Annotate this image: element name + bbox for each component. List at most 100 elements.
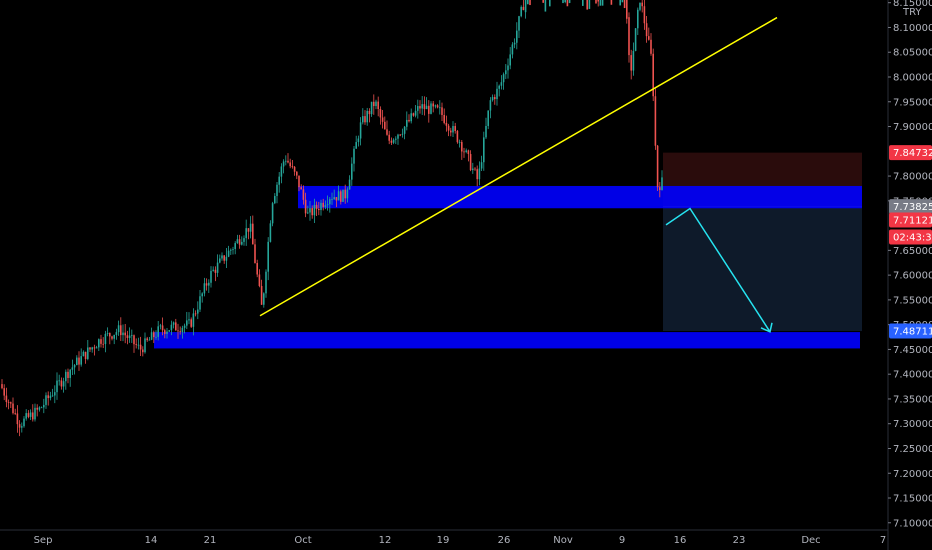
candle-body [461, 142, 463, 152]
candle-body [7, 401, 10, 403]
candle-body [505, 70, 507, 75]
zone-rectangles[interactable] [154, 185, 862, 349]
candle-body [62, 381, 65, 387]
candle-body [80, 356, 82, 365]
candle-body [388, 134, 390, 141]
time-axis[interactable]: Sep 14 21 Oct 12 19 26 Nov 9 16 23 Dec 7 [0, 529, 888, 546]
candle-body [58, 380, 60, 382]
resistance-zone[interactable] [298, 185, 862, 209]
candle-body [465, 150, 467, 152]
price-tick-label: 7.20000 [893, 469, 932, 480]
candle-body [478, 168, 481, 180]
candle-body [648, 36, 650, 40]
candle-body [634, 28, 637, 51]
price-tick-label: 7.95000 [893, 97, 932, 108]
candle-body [256, 263, 258, 275]
candle-body [282, 161, 285, 167]
candle-body [95, 347, 98, 349]
candle-body [51, 395, 54, 397]
candle-body [252, 223, 254, 245]
candle-body [362, 116, 364, 123]
candle-body [23, 418, 25, 427]
candle-body [377, 101, 379, 109]
candle-body [201, 293, 203, 297]
price-tag-bg [889, 212, 932, 228]
candle-body [450, 130, 452, 133]
candle-body [643, 6, 646, 24]
candle-body [324, 205, 327, 208]
candle-body [474, 168, 476, 170]
candle-body [78, 357, 80, 365]
candle-body [82, 351, 85, 357]
candle-body [135, 344, 137, 346]
candle-body [342, 189, 344, 202]
candle-body [386, 129, 388, 135]
candle-body [219, 258, 221, 263]
candle-body [254, 244, 256, 264]
candle-body [243, 238, 245, 242]
candle-body [225, 256, 228, 261]
trendline-line[interactable] [259, 16, 778, 317]
candle-body [522, 6, 525, 11]
candle-body [381, 117, 384, 122]
candle-body [445, 122, 448, 126]
candle-body [1, 384, 3, 389]
candle-body [263, 293, 265, 305]
candle-body [18, 424, 21, 428]
candle-body [452, 126, 454, 133]
candle-body [113, 334, 115, 339]
trendline[interactable] [259, 16, 778, 317]
time-tick-label: 23 [733, 535, 746, 546]
candle-body [106, 333, 109, 334]
candle-body [161, 325, 164, 331]
time-tick-label: Oct [294, 535, 311, 546]
candle-body [436, 105, 439, 108]
take-profit-box[interactable] [663, 206, 862, 332]
candle-body [588, 0, 591, 9]
candle-body [335, 197, 338, 201]
projection-arrow[interactable] [665, 207, 773, 333]
projection-path[interactable] [665, 207, 771, 333]
candle-body [245, 228, 247, 239]
candle-body [322, 202, 324, 208]
candle-body [542, 0, 544, 3]
candle-body [397, 134, 399, 139]
position-tool[interactable] [663, 152, 862, 332]
candle-body [175, 322, 177, 331]
price-axis[interactable]: 8.15000 8.10000 8.05000 8.00000 7.95000 7.900… [887, 0, 932, 550]
price-tick-label: 7.15000 [893, 494, 932, 505]
candle-body [227, 250, 230, 257]
candle-body [126, 335, 129, 338]
candle-body [439, 107, 441, 109]
candle-body [351, 163, 353, 180]
candle-body [133, 335, 135, 345]
candle-body [524, 0, 527, 13]
price-tick-label: 8.05000 [893, 48, 932, 59]
candle-body [194, 313, 197, 315]
price-tags: 7.84732 7.73825 7.71121 02:43:39 7.48711 [889, 145, 932, 339]
time-tick-label: 26 [498, 535, 511, 546]
candle-body [417, 106, 419, 111]
candle-body [265, 271, 267, 294]
candle-body [192, 313, 195, 327]
candle-body [150, 332, 153, 340]
candle-body [166, 331, 168, 334]
support-zone[interactable] [154, 332, 860, 349]
candle-body [91, 347, 93, 350]
candle-body [412, 113, 415, 116]
candle-body [38, 407, 41, 410]
price-tick-label: 7.45000 [893, 345, 932, 356]
candle-body [401, 133, 404, 135]
candle-body [144, 338, 146, 353]
candle-body [375, 101, 377, 107]
candle-body [93, 347, 96, 349]
candle-body [639, 2, 641, 10]
candle-body [630, 55, 632, 71]
candle-body [610, 0, 613, 5]
price-tag-bg [889, 199, 932, 215]
candle-body [544, 0, 547, 12]
candle-body [76, 357, 78, 366]
candle-body [117, 325, 120, 333]
candle-body [337, 191, 340, 201]
